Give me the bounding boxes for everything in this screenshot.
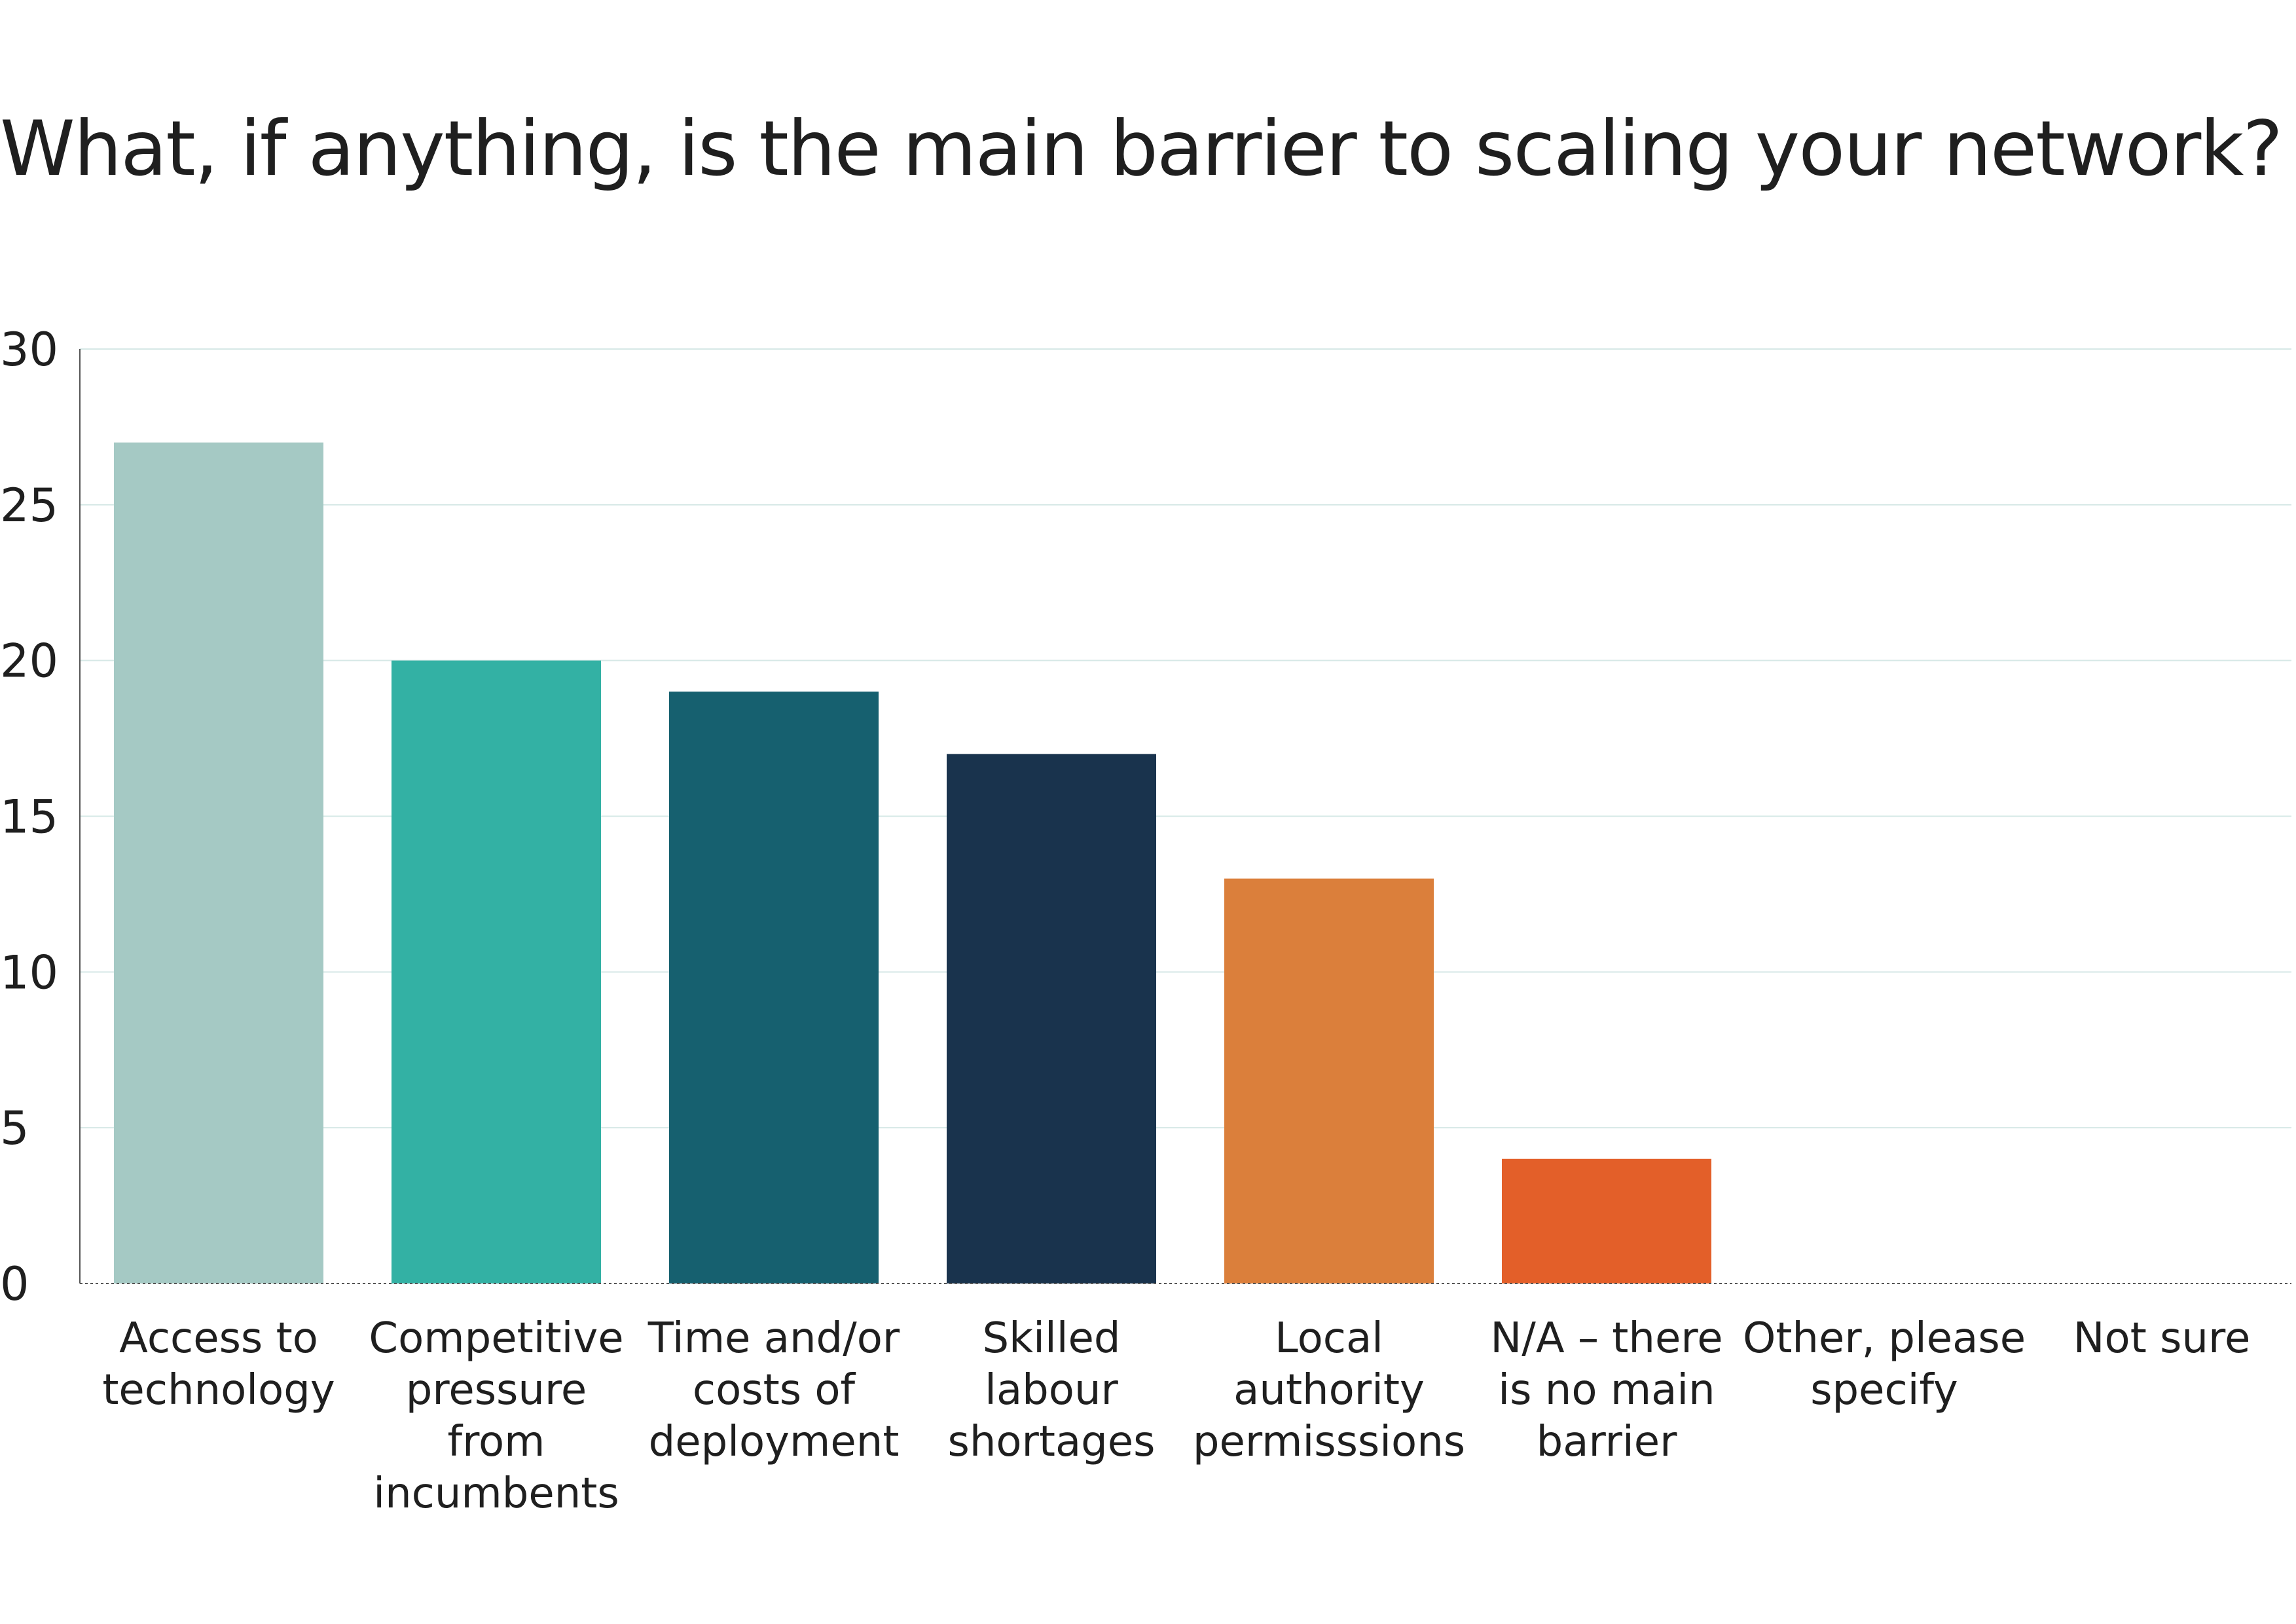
bar bbox=[114, 442, 323, 1284]
x-category-label-line: from bbox=[448, 1418, 545, 1466]
bar bbox=[1502, 1158, 1711, 1283]
x-category-label-line: N/A – there bbox=[1490, 1314, 1722, 1363]
x-category-label-line: Not sure bbox=[2073, 1314, 2251, 1363]
x-category-label-line: deployment bbox=[649, 1418, 900, 1466]
x-category-label-line: authority bbox=[1233, 1366, 1425, 1414]
x-category-label-line: Local bbox=[1275, 1314, 1383, 1363]
y-tick-label: 10 bbox=[0, 946, 58, 999]
x-category-label-line: Skilled bbox=[982, 1314, 1120, 1363]
y-tick-label: 25 bbox=[0, 479, 58, 532]
x-category-label: Other, please specify bbox=[1743, 1314, 2026, 1414]
axes bbox=[79, 349, 2291, 1284]
x-category-label-line: Access to bbox=[119, 1314, 318, 1363]
bar bbox=[947, 754, 1156, 1283]
x-category-label-line: shortages bbox=[947, 1418, 1155, 1466]
x-category-label-line: specify bbox=[1810, 1366, 1958, 1414]
y-tick-labels: 0 5 10 15 20 25 30 bbox=[0, 323, 58, 1311]
x-category-label: Not sure bbox=[2073, 1314, 2251, 1363]
x-category-label: Competitive pressure from incumbents bbox=[369, 1314, 623, 1518]
x-category-label: Time and/or costs of deployment bbox=[647, 1314, 900, 1466]
x-category-label-line: is no main bbox=[1498, 1366, 1715, 1414]
x-category-label: Skilled labour shortages bbox=[947, 1314, 1155, 1466]
bar bbox=[392, 660, 601, 1283]
x-category-label-line: incumbents bbox=[373, 1469, 619, 1518]
x-category-label: Access to technology bbox=[102, 1314, 335, 1414]
y-tick-label: 30 bbox=[0, 323, 58, 377]
x-category-label-line: costs of bbox=[693, 1366, 856, 1414]
x-category-label-line: Competitive bbox=[369, 1314, 623, 1363]
x-category-label-line: technology bbox=[102, 1366, 335, 1414]
x-category-label-line: labour bbox=[985, 1366, 1118, 1414]
x-category-labels: Access to technology Competitive pressure fr… bbox=[102, 1314, 2250, 1518]
bar bbox=[669, 692, 879, 1283]
bars bbox=[114, 442, 1711, 1284]
y-tick-label: 5 bbox=[0, 1101, 29, 1155]
x-category-label-line: barrier bbox=[1537, 1418, 1678, 1466]
bar bbox=[1224, 878, 1434, 1283]
x-category-label-line: Other, please bbox=[1743, 1314, 2026, 1363]
y-tick-label: 0 bbox=[0, 1257, 29, 1311]
x-category-label-line: permisssions bbox=[1193, 1418, 1465, 1466]
x-category-label-line: Time and/or bbox=[647, 1314, 900, 1363]
x-category-label-line: pressure bbox=[406, 1366, 587, 1414]
chart-title: What, if anything, is the main barrier t… bbox=[0, 105, 2283, 193]
x-category-label: Local authority permisssions bbox=[1193, 1314, 1465, 1466]
y-tick-label: 15 bbox=[0, 790, 58, 844]
x-category-label: N/A – there is no main barrier bbox=[1490, 1314, 1722, 1466]
y-tick-label: 20 bbox=[0, 635, 58, 688]
